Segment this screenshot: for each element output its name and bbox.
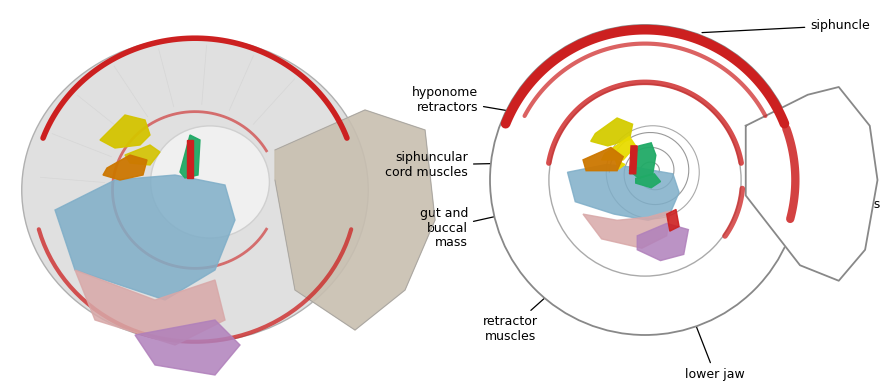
Polygon shape <box>602 136 635 160</box>
Text: hyponome
retractors: hyponome retractors <box>412 86 611 128</box>
Text: lower jaw: lower jaw <box>669 257 745 381</box>
Polygon shape <box>591 118 633 146</box>
Text: siphuncle: siphuncle <box>702 19 870 33</box>
Polygon shape <box>746 87 878 281</box>
Polygon shape <box>635 174 660 188</box>
Polygon shape <box>135 320 240 375</box>
Polygon shape <box>583 211 670 248</box>
Polygon shape <box>180 135 200 178</box>
Ellipse shape <box>21 37 368 343</box>
Circle shape <box>549 84 741 276</box>
Polygon shape <box>629 146 637 174</box>
Text: gut and
buccal
mass: gut and buccal mass <box>419 190 614 250</box>
Polygon shape <box>637 223 688 261</box>
Polygon shape <box>629 143 656 179</box>
Polygon shape <box>616 160 625 169</box>
Ellipse shape <box>150 126 270 238</box>
Polygon shape <box>125 145 160 165</box>
Text: retractor
muscles: retractor muscles <box>482 241 609 343</box>
Circle shape <box>490 25 800 335</box>
Polygon shape <box>583 147 623 171</box>
Polygon shape <box>55 175 235 300</box>
Polygon shape <box>275 110 435 330</box>
Polygon shape <box>667 209 679 231</box>
Polygon shape <box>568 165 679 220</box>
Polygon shape <box>100 115 150 148</box>
Circle shape <box>606 126 700 219</box>
Polygon shape <box>187 140 193 178</box>
Text: siphuncular
cord muscles: siphuncular cord muscles <box>385 151 593 179</box>
Polygon shape <box>103 155 147 180</box>
Polygon shape <box>75 270 225 345</box>
Text: retractor muscles: retractor muscles <box>660 165 880 211</box>
